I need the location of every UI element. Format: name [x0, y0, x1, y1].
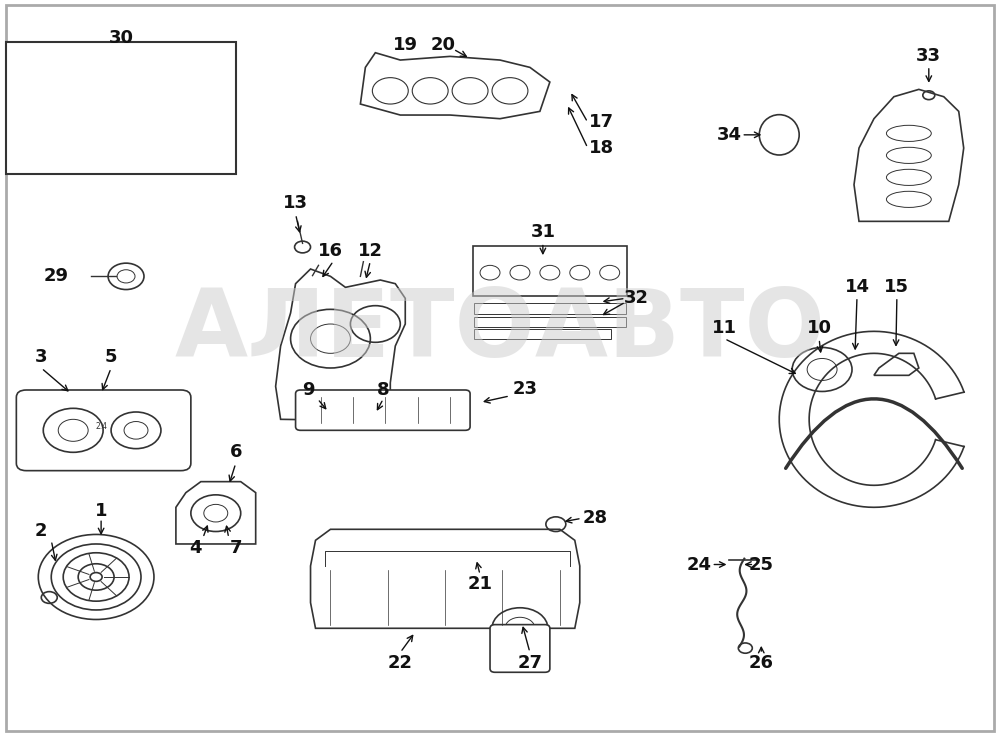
Text: 7: 7 — [229, 539, 242, 556]
Text: 29: 29 — [44, 267, 69, 286]
Text: 23: 23 — [512, 380, 537, 397]
Text: 12: 12 — [358, 241, 383, 260]
Text: 19: 19 — [393, 36, 418, 54]
FancyArrowPatch shape — [786, 399, 962, 468]
Text: 11: 11 — [712, 319, 737, 336]
FancyBboxPatch shape — [473, 246, 627, 296]
Text: 32: 32 — [624, 289, 649, 308]
Text: 20: 20 — [431, 36, 456, 54]
FancyBboxPatch shape — [6, 42, 236, 174]
Text: 16: 16 — [318, 241, 343, 260]
Text: 3: 3 — [35, 348, 48, 366]
Text: 2.4: 2.4 — [95, 422, 107, 431]
Text: 15: 15 — [884, 278, 909, 297]
FancyBboxPatch shape — [490, 625, 550, 672]
FancyBboxPatch shape — [474, 316, 626, 327]
Text: 26: 26 — [749, 654, 774, 672]
Text: 24: 24 — [687, 556, 712, 573]
Text: 22: 22 — [388, 654, 413, 672]
Text: 33: 33 — [916, 47, 941, 66]
Text: 4: 4 — [190, 539, 202, 556]
Text: 9: 9 — [302, 381, 315, 399]
Text: 10: 10 — [807, 319, 832, 336]
Text: 1: 1 — [95, 502, 107, 520]
Text: 14: 14 — [845, 278, 870, 297]
Text: 2: 2 — [35, 522, 48, 539]
Text: 31: 31 — [530, 223, 555, 241]
Text: 21: 21 — [468, 576, 493, 593]
Text: 25: 25 — [749, 556, 774, 573]
Text: 6: 6 — [229, 443, 242, 461]
FancyBboxPatch shape — [16, 390, 191, 470]
Text: 34: 34 — [717, 126, 742, 144]
Text: АЛЕТОАВТО: АЛЕТОАВТО — [175, 286, 825, 378]
FancyBboxPatch shape — [474, 303, 626, 314]
Text: 8: 8 — [377, 381, 390, 399]
FancyBboxPatch shape — [474, 329, 611, 339]
Text: 27: 27 — [517, 654, 542, 672]
Text: 18: 18 — [589, 139, 614, 157]
Text: 30: 30 — [109, 29, 134, 47]
FancyBboxPatch shape — [296, 390, 470, 431]
Text: 17: 17 — [589, 113, 614, 131]
Text: 13: 13 — [283, 194, 308, 212]
Text: 28: 28 — [582, 509, 607, 527]
Text: 5: 5 — [105, 348, 117, 366]
